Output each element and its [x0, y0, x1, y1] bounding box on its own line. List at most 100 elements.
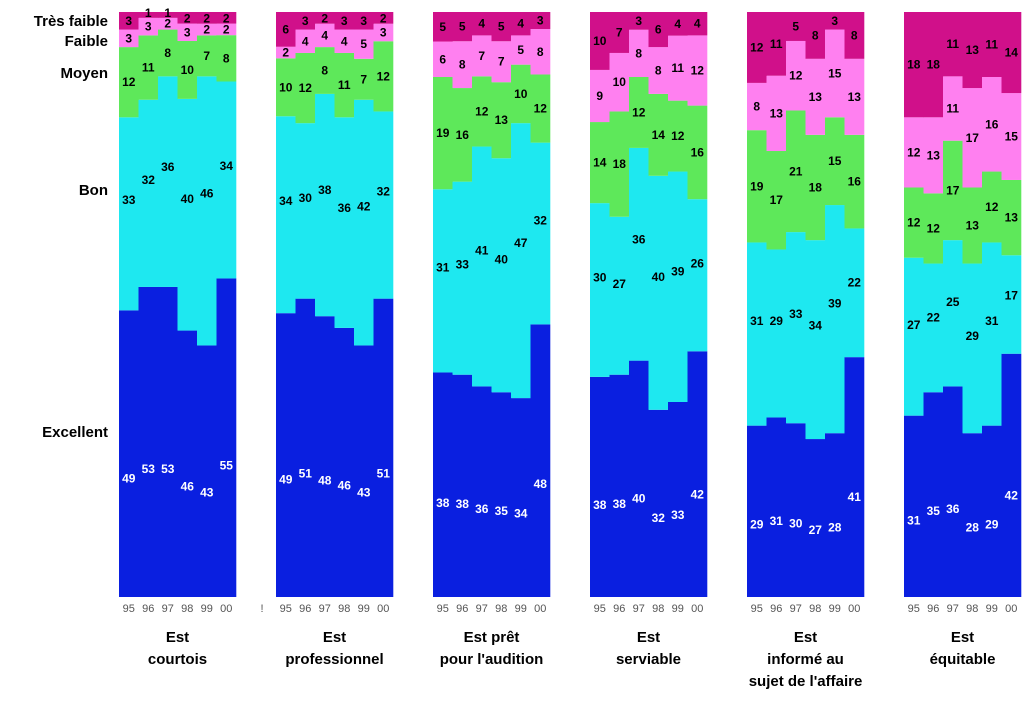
- data-label-bon: 32: [534, 213, 548, 227]
- bar-segment-tres-faible: [943, 12, 963, 77]
- year-tick-label: 99: [358, 603, 370, 615]
- data-label-moyen: 18: [809, 181, 823, 195]
- data-label-moyen: 17: [946, 183, 960, 197]
- data-label-excellent: 49: [279, 472, 293, 486]
- bar-segment-moyen: [747, 130, 767, 243]
- data-label-faible: 8: [635, 46, 642, 60]
- panel-title-line: pour l'audition: [440, 651, 544, 668]
- bar-segment-excellent: [629, 360, 649, 597]
- legend-label-faible: Faible: [65, 33, 108, 50]
- bar-segment-faible: [904, 117, 924, 188]
- bar-segment-moyen: [648, 93, 669, 176]
- bar-segment-excellent: [825, 433, 845, 597]
- data-label-faible: 3: [380, 25, 387, 39]
- bar-segment-excellent: [373, 298, 394, 597]
- bar-segment-tres-faible: [1001, 12, 1022, 94]
- data-label-bon: 40: [495, 253, 509, 267]
- data-label-excellent: 35: [495, 504, 509, 518]
- year-tick-label: 00: [1005, 603, 1017, 615]
- category-labels: Très faible Faible Moyen Bon Excellent: [34, 13, 108, 441]
- year-tick-label: 98: [652, 603, 664, 615]
- data-label-excellent: 38: [456, 497, 470, 511]
- data-label-faible: 2: [203, 23, 210, 37]
- data-label-tres-faible: 11: [985, 38, 998, 52]
- bar-segment-faible: [276, 46, 296, 59]
- bar-segment-excellent: [452, 374, 473, 597]
- panel-title-line: Est: [637, 629, 660, 646]
- year-tick-label: 96: [613, 603, 625, 615]
- bar-segment-excellent: [472, 386, 492, 597]
- data-label-excellent: 32: [652, 511, 666, 525]
- data-label-tres-faible: 2: [321, 12, 328, 26]
- data-label-excellent: 31: [907, 513, 921, 527]
- data-label-tres-faible: 5: [439, 20, 446, 34]
- bar-segment-tres-faible: [491, 12, 512, 42]
- data-label-tres-faible: 3: [360, 14, 367, 28]
- bar-segment-moyen: [276, 58, 296, 117]
- data-label-bon: 17: [1005, 289, 1019, 303]
- bar-segment-bon: [747, 242, 767, 426]
- bar-segment-moyen: [943, 140, 963, 241]
- data-label-faible: 3: [145, 20, 152, 34]
- bar-segment-faible: [197, 23, 217, 36]
- bar-segment-moyen: [687, 105, 708, 200]
- data-label-bon: 41: [475, 243, 489, 257]
- bar-segment-excellent: [609, 374, 630, 597]
- data-label-faible: 16: [985, 117, 999, 131]
- bar-segment-excellent: [687, 351, 708, 597]
- panel-est-courtois: 4933123395533211319653368219746401032984…: [119, 6, 237, 668]
- data-label-bon: 31: [985, 314, 999, 328]
- bar-segment-excellent: [197, 345, 217, 597]
- bar-segment-tres-faible: [648, 12, 669, 48]
- bar-segment-bon: [138, 99, 159, 287]
- data-label-moyen: 17: [770, 193, 784, 207]
- bar-segment-faible: [590, 69, 610, 123]
- data-label-tres-faible: 12: [750, 40, 764, 54]
- bar-segment-excellent: [119, 310, 139, 597]
- year-tick-label: 96: [770, 603, 782, 615]
- data-label-bon: 46: [200, 186, 214, 200]
- panel-title-line: informé au: [767, 651, 844, 668]
- data-label-bon: 32: [142, 173, 156, 187]
- data-label-faible: 6: [439, 52, 446, 66]
- bar-segment-bon: [786, 232, 806, 424]
- bar-segment-bon: [844, 228, 865, 358]
- data-label-excellent: 51: [299, 467, 313, 481]
- bar-segment-faible: [982, 77, 1002, 172]
- bar-segment-tres-faible: [334, 12, 355, 30]
- data-label-excellent: 36: [475, 502, 489, 516]
- data-label-bon: 27: [907, 318, 921, 332]
- data-label-faible: 4: [341, 34, 348, 48]
- data-label-tres-faible: 6: [655, 23, 662, 37]
- data-label-faible: 11: [671, 61, 684, 75]
- data-label-faible: 2: [282, 46, 289, 60]
- data-label-faible: 8: [655, 64, 662, 78]
- bar-segment-tres-faible: [216, 12, 237, 24]
- data-label-moyen: 12: [632, 105, 646, 119]
- bar-segment-tres-faible: [825, 12, 845, 30]
- data-label-tres-faible: 4: [674, 17, 681, 31]
- data-label-faible: 4: [321, 28, 328, 42]
- data-label-tres-faible: 3: [341, 14, 348, 28]
- year-tick-label: 95: [123, 603, 135, 615]
- data-label-faible: 10: [613, 75, 627, 89]
- year-tick-label: 00: [848, 603, 860, 615]
- legend-label-bon: Bon: [79, 182, 108, 199]
- data-label-excellent: 48: [534, 477, 548, 491]
- data-label-moyen: 12: [985, 200, 999, 214]
- data-label-moyen: 8: [223, 51, 230, 65]
- panel-est-equitable: 31 27 12 12 18 95 35 22 12 13 18 96 36 25 17 11 11 97 28 29…: [904, 12, 1022, 668]
- data-label-bon: 31: [750, 314, 764, 328]
- year-tick-label: 95: [908, 603, 920, 615]
- panel-title-line: Est: [166, 629, 189, 646]
- bar-segment-tres-faible: [511, 12, 531, 36]
- data-label-moyen: 13: [1005, 211, 1019, 225]
- panel-est-professionnel: 4934102695513012439648388429746361143984…: [276, 12, 394, 668]
- bar-segment-tres-faible: [805, 12, 826, 59]
- bar-segment-moyen: [1001, 179, 1022, 256]
- panel-est-informe-au-sujet-de-l-affaire: 2931198129531291713119630332112597273418…: [747, 12, 865, 690]
- data-label-faible: 9: [596, 89, 603, 103]
- data-label-bon: 31: [436, 261, 450, 275]
- data-label-moyen: 13: [495, 113, 509, 127]
- bar-segment-faible: [805, 58, 826, 135]
